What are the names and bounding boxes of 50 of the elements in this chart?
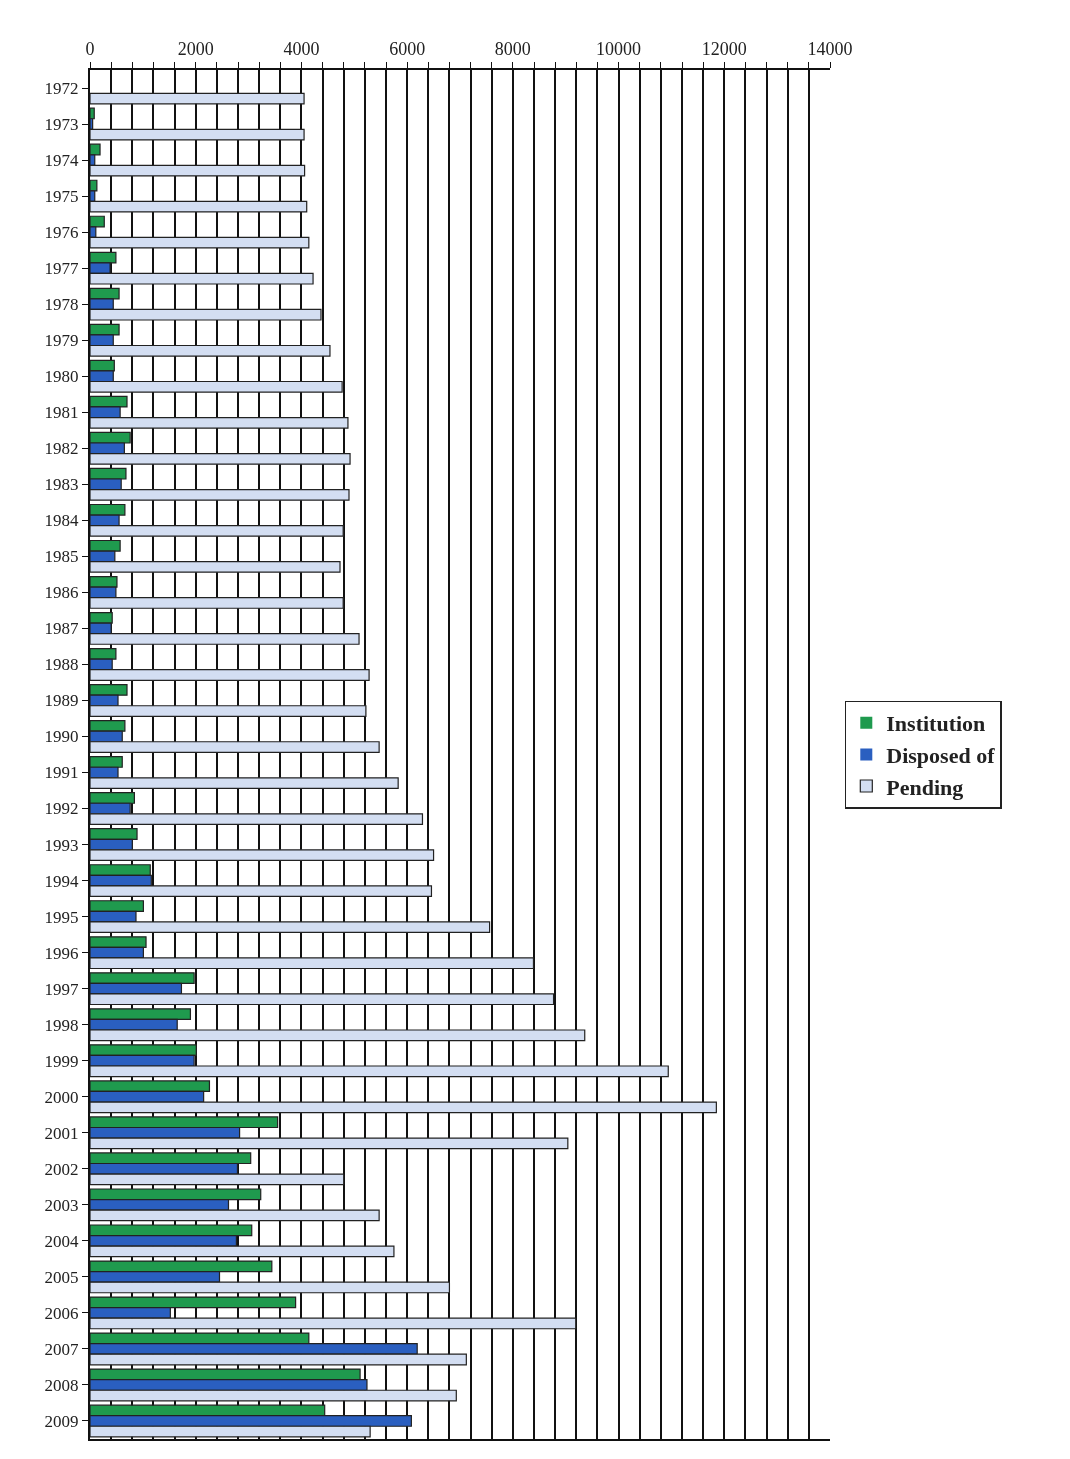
- y-tick-label: 1993: [44, 835, 79, 855]
- y-tick-label: 1974: [44, 151, 80, 171]
- y-tick-label: 1996: [44, 943, 79, 963]
- y-tick-label: 1987: [44, 619, 80, 639]
- y-tick-label: 2003: [44, 1195, 79, 1215]
- y-tick-label: 1989: [44, 691, 79, 711]
- y-tick-label: 1994: [44, 871, 80, 891]
- y-tick-label: 1979: [44, 331, 79, 351]
- y-tick-label: 2002: [44, 1159, 79, 1179]
- y-tick-label: 1995: [44, 907, 79, 927]
- y-tick-label: 1986: [44, 583, 79, 603]
- y-tick-label: 2000: [44, 1087, 79, 1107]
- x-tick-label: 2000: [177, 38, 214, 59]
- bar: [90, 92, 305, 105]
- y-tick-label: 1975: [44, 187, 79, 207]
- y-tick-label: 1976: [44, 223, 79, 243]
- x-tick-label: 12000: [701, 38, 747, 59]
- y-tick-label: 1973: [44, 114, 79, 134]
- y-tick-label: 2009: [44, 1411, 79, 1431]
- y-tick-label: 2004: [44, 1231, 80, 1251]
- y-tick-label: 1998: [44, 1015, 79, 1035]
- y-tick-label: 2005: [44, 1267, 79, 1287]
- y-tick-label: 1978: [44, 295, 79, 315]
- y-tick-label: 1980: [44, 367, 79, 387]
- y-tick-label: 1983: [44, 475, 79, 495]
- x-tick-label: 10000: [596, 38, 642, 59]
- x-tick-label: 6000: [389, 38, 426, 59]
- y-tick-label: 1999: [44, 1051, 79, 1071]
- y-tick-label: 1988: [44, 655, 79, 675]
- y-tick-label: 1990: [44, 727, 79, 747]
- y-tick-label: 1997: [44, 979, 80, 999]
- y-tick-label: 1982: [44, 439, 79, 459]
- legend-label: Institution: [886, 711, 986, 737]
- legend-label: Pending: [886, 774, 964, 800]
- x-tick-label: 4000: [283, 38, 320, 59]
- y-tick-label: 1981: [44, 403, 79, 423]
- legend-label: Disposed of: [886, 742, 996, 768]
- x-tick-label: 8000: [494, 38, 531, 59]
- x-tick-label: 0: [85, 38, 95, 59]
- y-tick-label: 2008: [44, 1375, 79, 1395]
- y-tick-label: 2007: [44, 1339, 80, 1359]
- y-tick-label: 1991: [44, 763, 79, 783]
- x-tick-label: 14000: [807, 38, 853, 59]
- y-tick-label: 2006: [44, 1303, 79, 1323]
- y-tick-label: 1992: [44, 799, 79, 819]
- y-tick-label: 1985: [44, 547, 79, 567]
- y-tick-label: 1984: [44, 511, 80, 531]
- y-tick-label: 1977: [44, 259, 80, 279]
- y-tick-label: 2001: [44, 1123, 79, 1143]
- y-tick-label: 1972: [44, 78, 79, 98]
